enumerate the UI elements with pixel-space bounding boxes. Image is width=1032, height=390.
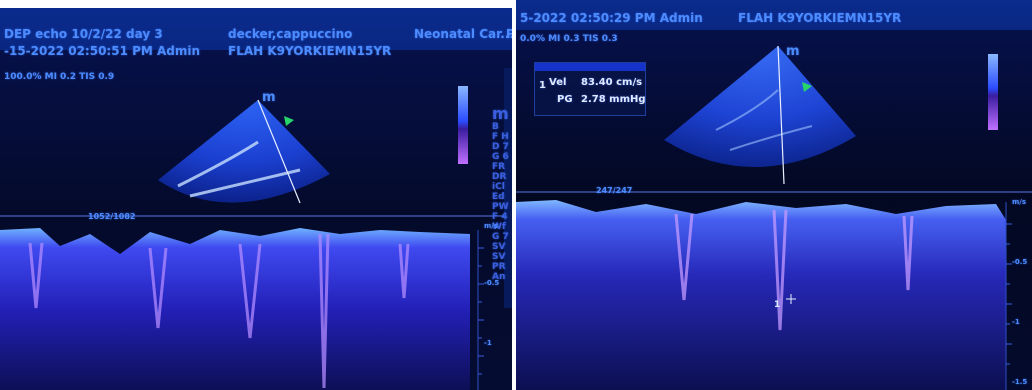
left-side-label: FR xyxy=(492,162,506,172)
right-frame-counter: 247/247 xyxy=(596,186,633,195)
left-side-label: Wf xyxy=(492,222,506,232)
left-side-label: An xyxy=(492,272,506,282)
left-side-label: G 6 xyxy=(492,152,509,162)
left-scale-unit: m/s xyxy=(484,222,499,230)
right-crosshair xyxy=(786,294,796,304)
cursor-label: 1 xyxy=(774,300,781,310)
right-datetime-operator: 5-2022 02:50:29 PM Admin xyxy=(520,11,703,25)
right-cursor-line xyxy=(777,45,785,185)
left-side-label: D 7 xyxy=(492,142,509,152)
left-cursor-line xyxy=(257,99,301,204)
left-patient-name: decker,cappuccino xyxy=(228,27,353,41)
left-image-params: 100.0% MI 0.2 TIS 0.9 xyxy=(4,72,115,82)
right-color-bar xyxy=(988,54,998,130)
left-side-label: SV xyxy=(492,242,506,252)
pg-value: 2.78 mmHg xyxy=(581,94,646,105)
left-marker: m xyxy=(262,90,276,105)
left-datetime-operator: -15-2022 02:50:51 PM Admin xyxy=(4,44,201,58)
right-green-marker xyxy=(802,82,812,92)
left-scale-tick: -1 xyxy=(484,339,492,347)
measurement-header-strip xyxy=(535,63,645,71)
vel-value: 83.40 cm/s xyxy=(581,77,643,88)
right-scale-tick: -0.5 xyxy=(1012,258,1028,266)
left-color-bar xyxy=(458,86,468,164)
right-ultrasound-graphic xyxy=(516,0,1032,390)
left-side-label: B xyxy=(492,122,499,132)
left-side-label: F 4 xyxy=(492,212,508,222)
right-ultrasound-photo: 5-2022 02:50:29 PM Admin FLAH K9YORKIEMN… xyxy=(516,0,1032,390)
left-side-label: SV xyxy=(492,252,506,262)
left-probe-id: FLAH K9YORKIEMN15YR xyxy=(228,44,392,58)
left-side-label-m: m xyxy=(492,104,509,123)
right-probe-id: FLAH K9YORKIEMN15YR xyxy=(738,11,902,25)
left-scale-tick: -0.5 xyxy=(484,279,500,287)
right-doppler-spectrum xyxy=(516,200,1006,390)
left-green-marker xyxy=(284,116,294,126)
left-department: Neonatal Car... xyxy=(414,27,512,41)
left-side-label: Ed xyxy=(492,192,505,202)
measurement-box: 1 Vel 83.40 cm/s PG 2.78 mmHg xyxy=(534,62,646,116)
left-side-label: F H xyxy=(492,132,509,142)
pg-label: PG xyxy=(557,94,573,105)
left-side-labels: m B F H D 7 G 6 FR DR iCl Ed PW F 4 Wf G… xyxy=(492,104,512,283)
right-image-params: 0.0% MI 0.3 TIS 0.3 xyxy=(520,34,618,44)
vel-label: Vel xyxy=(549,77,567,88)
left-side-label: DR xyxy=(492,172,507,182)
left-dept-suffix: P xyxy=(506,27,512,41)
right-scale-tick: -1 xyxy=(1012,318,1020,326)
left-side-label: G 7 xyxy=(492,232,509,242)
left-side-label: iCl xyxy=(492,182,505,192)
measurement-index: 1 xyxy=(539,80,546,91)
right-scale-unit: m/s xyxy=(1012,198,1027,206)
left-ultrasound-photo: DEP echo 10/2/22 day 3 decker,cappuccino… xyxy=(0,8,512,390)
right-marker: m xyxy=(786,44,800,59)
left-side-label: PR xyxy=(492,262,506,272)
left-study-line: DEP echo 10/2/22 day 3 xyxy=(4,27,163,41)
left-side-label: PW xyxy=(492,202,509,212)
left-ultrasound-graphic xyxy=(0,8,512,390)
left-doppler-spectrum xyxy=(0,228,470,390)
left-frame-counter: 1052/1082 xyxy=(88,212,136,221)
right-scale-tick: -1.5 xyxy=(1012,378,1028,386)
right-echo-sector xyxy=(664,46,856,168)
